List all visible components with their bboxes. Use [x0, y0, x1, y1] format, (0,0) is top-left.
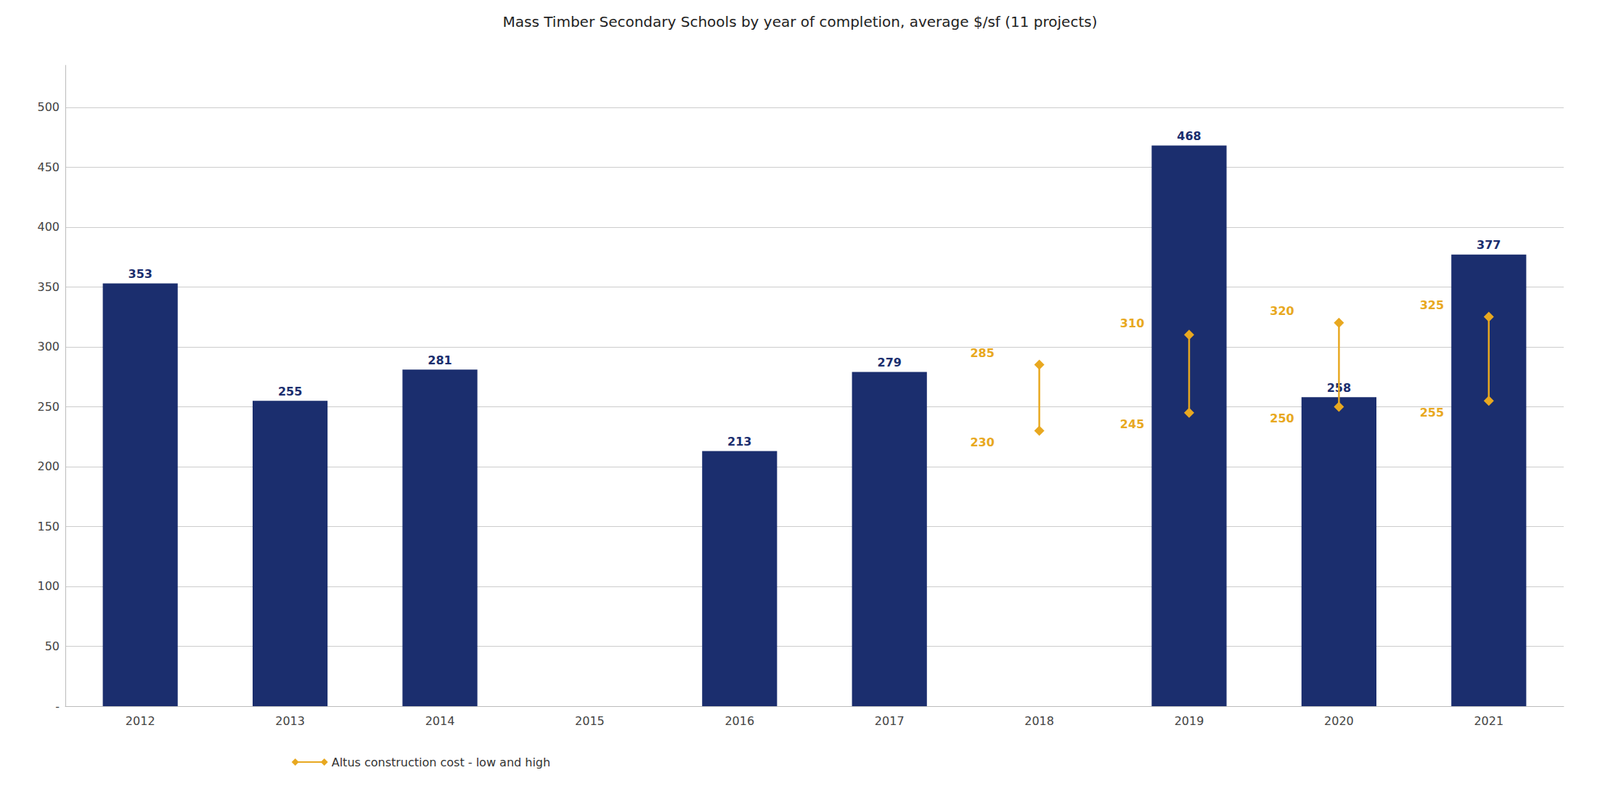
- svg-text:2019: 2019: [1174, 714, 1205, 729]
- svg-text:255: 255: [278, 384, 302, 399]
- svg-text:2012: 2012: [125, 714, 156, 729]
- svg-text:2013: 2013: [275, 714, 305, 729]
- svg-text:2015: 2015: [574, 714, 605, 729]
- svg-text:320: 320: [1269, 304, 1294, 318]
- svg-text:50: 50: [45, 639, 60, 654]
- svg-text:2014: 2014: [425, 714, 456, 729]
- svg-text:230: 230: [969, 435, 994, 450]
- svg-text:500: 500: [37, 100, 60, 114]
- svg-text:350: 350: [37, 280, 60, 295]
- svg-text:250: 250: [37, 400, 60, 414]
- svg-text:100: 100: [37, 579, 60, 594]
- svg-text:2021: 2021: [1473, 714, 1504, 729]
- svg-text:400: 400: [37, 219, 60, 234]
- svg-text:213: 213: [727, 434, 752, 449]
- svg-text:2020: 2020: [1324, 714, 1354, 729]
- svg-text:2017: 2017: [874, 714, 905, 729]
- svg-text:-: -: [55, 699, 60, 714]
- svg-text:279: 279: [876, 355, 901, 370]
- svg-text:2018: 2018: [1024, 714, 1055, 729]
- svg-text:300: 300: [37, 339, 60, 354]
- svg-text:200: 200: [37, 459, 60, 474]
- svg-text:2016: 2016: [724, 714, 755, 729]
- svg-text:353: 353: [127, 267, 152, 281]
- svg-text:258: 258: [1326, 380, 1352, 395]
- svg-text:245: 245: [1120, 417, 1145, 432]
- svg-text:325: 325: [1419, 298, 1444, 313]
- svg-text:310: 310: [1120, 316, 1145, 331]
- svg-text:Mass Timber Secondary Schools: Mass Timber Secondary Schools by year of…: [503, 13, 1098, 31]
- svg-text:250: 250: [1269, 411, 1294, 426]
- svg-text:468: 468: [1176, 129, 1201, 144]
- svg-text:150: 150: [37, 519, 60, 534]
- svg-text:450: 450: [37, 160, 60, 175]
- svg-text:285: 285: [969, 346, 994, 361]
- svg-text:377: 377: [1476, 238, 1501, 252]
- svg-text:255: 255: [1419, 405, 1444, 420]
- svg-text:281: 281: [427, 353, 452, 368]
- svg-text:Altus construction cost - low: Altus construction cost - low and high: [331, 755, 551, 770]
